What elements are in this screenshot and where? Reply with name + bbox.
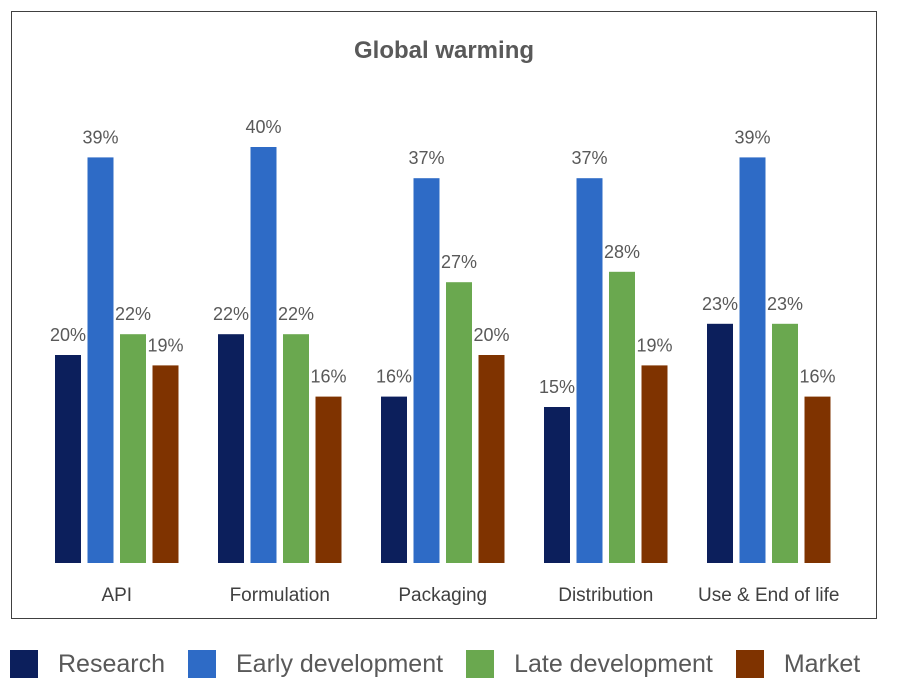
data-label-use-end-of-life-early-development: 39%	[734, 127, 770, 147]
bar-formulation-research	[218, 334, 244, 563]
data-label-formulation-late-development: 22%	[278, 304, 314, 324]
data-label-distribution-market: 19%	[636, 335, 672, 355]
bar-distribution-research	[544, 407, 570, 563]
chart-legend: Research Early development Late developmen…	[10, 646, 883, 682]
bar-formulation-market	[315, 396, 342, 563]
bar-packaging-early-development	[413, 178, 440, 563]
data-label-use-end-of-life-market: 16%	[799, 367, 835, 387]
legend-label-research: Research	[58, 649, 165, 678]
chart-title: Global warming	[354, 37, 534, 64]
chart-frame	[11, 11, 877, 619]
bar-api-early-development	[87, 157, 114, 563]
legend-item-research: Research	[10, 650, 165, 679]
x-tick-label-distribution: Distribution	[558, 585, 653, 606]
x-tick-label-use-end-of-life: Use & End of life	[698, 585, 840, 606]
bar-packaging-late-development	[446, 282, 472, 563]
bar-packaging-research	[381, 396, 407, 563]
data-label-packaging-late-development: 27%	[441, 252, 477, 272]
bar-packaging-market	[478, 355, 505, 563]
bar-use-end-of-life-market	[804, 396, 831, 563]
legend-item-market: Market	[735, 649, 861, 679]
bar-api-late-development	[120, 334, 146, 563]
data-label-use-end-of-life-research: 23%	[702, 294, 738, 314]
bar-use-end-of-life-early-development	[739, 157, 766, 563]
data-label-api-market: 19%	[147, 335, 183, 355]
data-label-distribution-early-development: 37%	[571, 148, 607, 168]
bar-chart: Global warming 20% 39% 22% 19% 22% 40% 22% 16% 1…	[50, 37, 840, 606]
data-label-formulation-market: 16%	[310, 367, 346, 387]
legend-label-late-development: Late development	[514, 649, 713, 678]
data-label-formulation-early-development: 40%	[245, 117, 281, 137]
bar-distribution-late-development	[609, 271, 635, 563]
data-label-packaging-research: 16%	[376, 367, 412, 387]
data-label-packaging-market: 20%	[473, 325, 509, 345]
bar-use-end-of-life-late-development	[772, 323, 798, 563]
legend-swatch-market	[735, 650, 764, 678]
data-label-use-end-of-life-late-development: 23%	[767, 294, 803, 314]
legend-label-market: Market	[783, 649, 861, 678]
legend-swatch-research	[10, 650, 38, 678]
bar-formulation-late-development	[283, 334, 309, 563]
x-tick-label-formulation: Formulation	[230, 585, 330, 606]
bar-use-end-of-life-research	[707, 323, 733, 563]
data-label-distribution-late-development: 28%	[604, 242, 640, 262]
x-tick-label-packaging: Packaging	[398, 585, 487, 606]
data-label-packaging-early-development: 37%	[408, 148, 444, 168]
legend-swatch-late-development	[466, 650, 495, 678]
bar-distribution-market	[641, 365, 668, 563]
x-tick-label-api: API	[101, 585, 132, 606]
legend-swatch-early-development	[188, 650, 216, 678]
legend-label-early-development: Early development	[236, 649, 444, 678]
legend-item-early-development: Early development	[188, 650, 443, 679]
data-label-formulation-research: 22%	[213, 304, 249, 324]
data-label-api-research: 20%	[50, 325, 86, 345]
bar-formulation-early-development	[250, 147, 277, 563]
legend-item-late-development: Late development	[466, 650, 713, 679]
data-label-distribution-research: 15%	[539, 377, 575, 397]
data-label-api-early-development: 39%	[82, 127, 118, 147]
bar-api-market	[152, 365, 179, 563]
bar-api-research	[55, 355, 81, 563]
data-label-api-late-development: 22%	[115, 304, 151, 324]
bar-distribution-early-development	[576, 178, 603, 563]
